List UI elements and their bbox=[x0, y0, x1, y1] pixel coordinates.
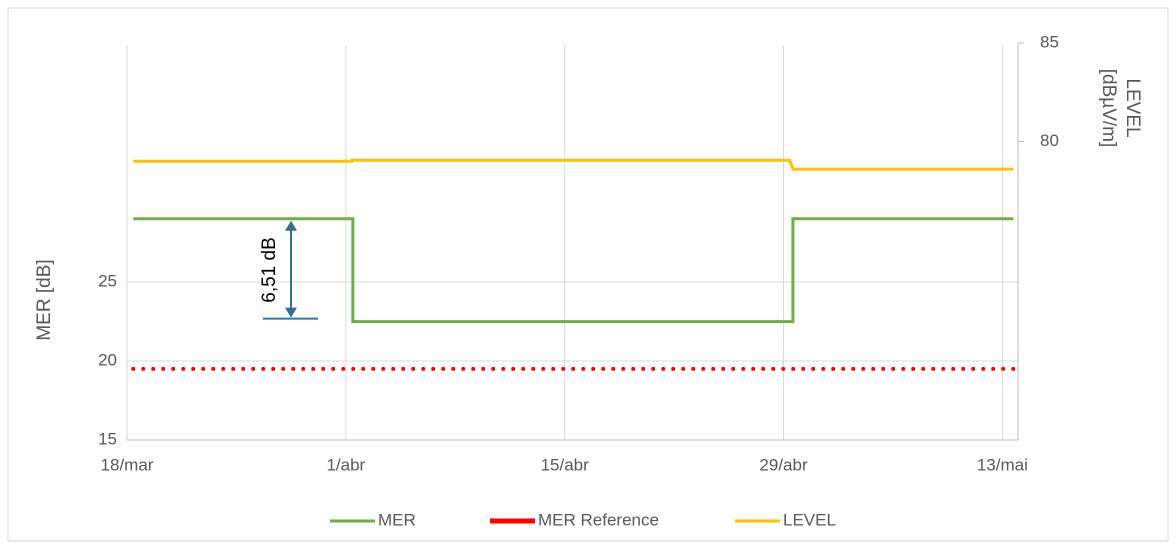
x-tick-label: 18/mar bbox=[101, 455, 154, 474]
annotation-text: 6,51 dB bbox=[259, 237, 280, 303]
x-tick-label: 15/abr bbox=[541, 455, 590, 474]
y2-axis-label: [dBµV/m] bbox=[1098, 69, 1119, 148]
data-line bbox=[133, 217, 1014, 324]
y2-axis-label: LEVEL bbox=[1122, 78, 1143, 137]
chart-frame bbox=[7, 7, 1169, 542]
data-line bbox=[133, 158, 1014, 171]
legend-label: MER Reference bbox=[538, 510, 659, 529]
x-tick-label: 29/abr bbox=[759, 455, 808, 474]
arrow-head bbox=[285, 307, 297, 318]
y-tick-label: 20 bbox=[98, 350, 117, 369]
arrow-head bbox=[285, 220, 297, 231]
y-tick-label: 25 bbox=[98, 271, 117, 290]
y2-tick-label: 80 bbox=[1040, 131, 1059, 150]
x-tick-label: 1/abr bbox=[326, 455, 365, 474]
legend-label: MER bbox=[378, 510, 416, 529]
legend-label: LEVEL bbox=[783, 510, 836, 529]
y2-tick-label: 85 bbox=[1040, 32, 1059, 51]
y-axis-label: MER [dB] bbox=[34, 259, 55, 340]
x-tick-label: 13/mai bbox=[977, 455, 1028, 474]
y-tick-label: 15 bbox=[98, 429, 117, 448]
